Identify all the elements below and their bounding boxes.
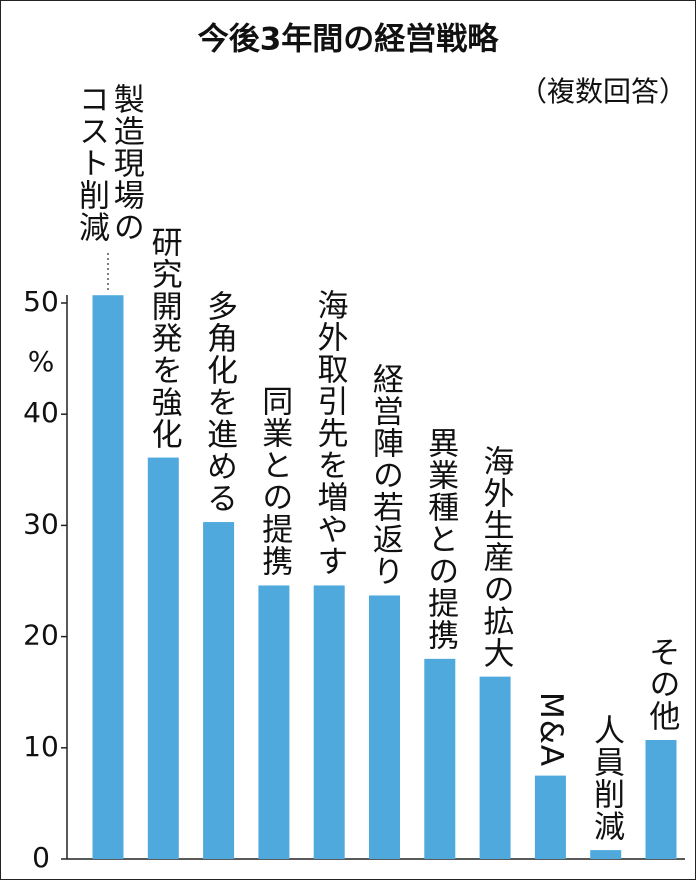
bar [203, 522, 235, 859]
x-tick-label: 同業との提携 [256, 385, 293, 578]
x-tick-label: 異業種との提携 [422, 426, 459, 651]
chart-subtitle: （複数回答） [519, 75, 687, 108]
bar [645, 740, 677, 859]
x-tick-label: 海外生産の拡大 [477, 444, 514, 669]
bar [147, 457, 179, 859]
chart-title: 今後3年間の経営戦略 [198, 22, 500, 58]
bar [534, 775, 566, 859]
bar [369, 595, 400, 859]
bar [590, 850, 622, 859]
x-tick-label: 経営陣の若返り [366, 363, 403, 588]
y-tick-label: 40 [23, 396, 59, 429]
bar [258, 585, 290, 859]
bar [92, 295, 124, 859]
bar [479, 676, 511, 859]
bar [313, 585, 345, 859]
y-tick-label: 50 [23, 285, 59, 318]
y-tick-label: 30 [23, 507, 59, 540]
x-tick-label: 人員削減 [588, 714, 625, 843]
bar [424, 658, 456, 859]
x-tick-label: M&A [532, 692, 569, 768]
x-tick-label: その他 [643, 636, 680, 733]
y-tick-label: 0 [32, 841, 50, 874]
y-tick-label: 20 [23, 619, 59, 652]
x-tick-label: 海外取引先を増やす [311, 289, 348, 578]
x-tick-label: 多角化を進める [200, 290, 237, 515]
x-tick-label: 研究開発を強化 [145, 225, 182, 450]
x-tick-label: 製造現場のコスト削減 [73, 82, 144, 243]
y-unit: % [28, 345, 55, 378]
y-tick-label: 10 [23, 730, 59, 763]
